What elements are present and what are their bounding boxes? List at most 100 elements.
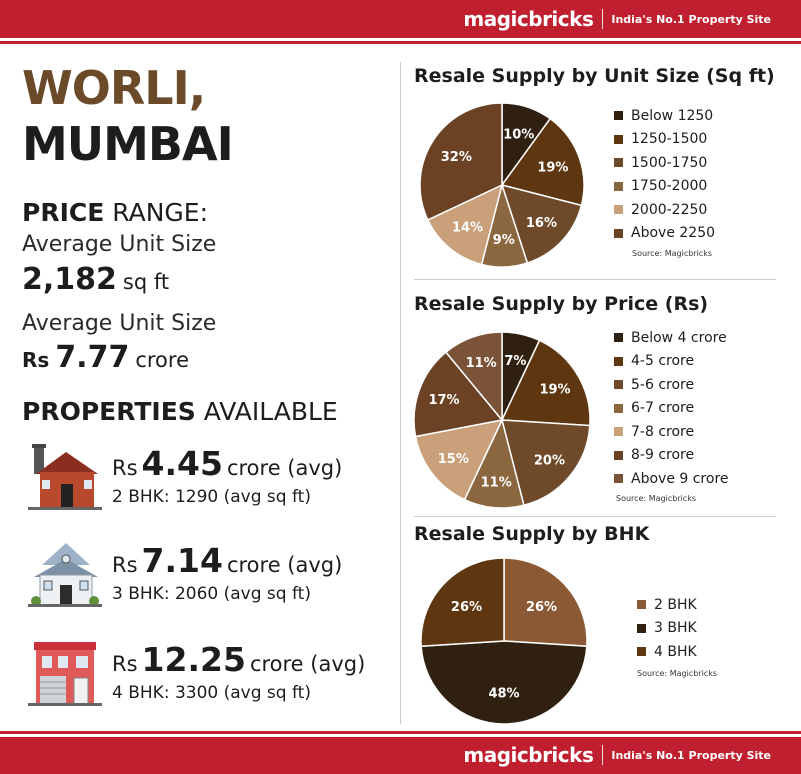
townhouse-icon — [28, 642, 102, 706]
legend-label: 3 BHK — [654, 620, 697, 637]
legend-label: 6-7 crore — [631, 400, 695, 417]
pie-data-label: 9% — [493, 233, 515, 248]
property-bhk: 4 BHK: 3300 (avg sq ft) — [112, 683, 311, 703]
legend-swatch — [637, 647, 646, 657]
header-bar — [0, 0, 801, 38]
pie-data-label: 26% — [451, 600, 482, 615]
legend-label: 1750-2000 — [631, 178, 708, 195]
pie-data-label: 11% — [466, 356, 497, 371]
pie-chart-unit-size: 10% 19% 16% 9% 14% 32% — [419, 102, 585, 268]
avg-size-value: 2,182 sq ft — [22, 262, 169, 297]
legend-swatch — [637, 600, 646, 610]
avg-price-unit: crore — [135, 348, 190, 372]
pie-data-label: 48% — [488, 686, 519, 701]
legend-item: 2 BHK — [637, 593, 697, 617]
pie-slice-above-2250 — [419, 102, 503, 221]
pie-slice-3-bhk — [420, 640, 588, 725]
brand-tagline: India's No.1 Property Site — [611, 748, 771, 762]
property-2bhk[interactable]: Rs 4.45 crore (avg) 2 BHK: 1290 (avg sq ft… — [28, 444, 388, 514]
footer-brand[interactable]: magicbricks India's No.1 Property Site — [463, 743, 771, 767]
property-3bhk[interactable]: Rs 7.14 crore (avg) 3 BHK: 2060 (avg sq ft… — [28, 541, 388, 611]
legend-swatch — [614, 333, 623, 343]
pie-data-label: 17% — [428, 393, 459, 408]
legend-label: 8-9 crore — [631, 447, 695, 464]
villa-house-icon — [28, 543, 102, 607]
legend-swatch — [614, 380, 623, 390]
legend-label: 5-6 crore — [631, 376, 695, 393]
footer-bar — [0, 737, 801, 774]
legend-swatch — [614, 111, 623, 121]
property-price: Rs 4.45 crore (avg) — [112, 444, 342, 483]
legend-swatch — [614, 474, 623, 484]
property-bhk: 3 BHK: 2060 (avg sq ft) — [112, 584, 311, 604]
price-suffix: crore (avg) — [226, 456, 343, 480]
section-divider — [414, 516, 776, 517]
pie-data-label: 20% — [534, 453, 565, 468]
avg-size-number: 2,182 — [22, 262, 117, 297]
header-brand[interactable]: magicbricks India's No.1 Property Site — [463, 7, 771, 31]
pie-data-label: 15% — [438, 452, 469, 467]
pie-slice-4-bhk — [420, 557, 505, 648]
pie-data-label: 14% — [452, 221, 483, 236]
chart-title-unit-size: Resale Supply by Unit Size (Sq ft) — [414, 65, 775, 87]
legend-item: Above 9 crore — [614, 467, 729, 491]
pie-data-label: 19% — [539, 383, 570, 398]
pie-slice-5-6-crore — [501, 419, 591, 507]
legend-item: 7-8 crore — [614, 420, 729, 444]
legend-item: 4-5 crore — [614, 350, 729, 374]
legend-label: 4-5 crore — [631, 353, 695, 370]
column-divider — [400, 62, 401, 724]
property-4bhk[interactable]: Rs 12.25 crore (avg) 4 BHK: 3300 (avg sq f… — [28, 640, 388, 710]
brand-separator — [602, 9, 604, 29]
legend-swatch — [614, 228, 623, 238]
pie-data-label: 10% — [503, 128, 534, 143]
property-price: Rs 7.14 crore (avg) — [112, 541, 342, 580]
legend-swatch — [614, 205, 623, 215]
pie-slice-8-9-crore — [413, 351, 504, 438]
price-prefix: Rs — [112, 652, 138, 676]
pie-data-label: 32% — [441, 150, 472, 165]
legend-item: 5-6 crore — [614, 373, 729, 397]
legend-label: 4 BHK — [654, 643, 697, 660]
legend-swatch — [614, 134, 623, 144]
legend-label: 7-8 crore — [631, 423, 695, 440]
pie-slice-2000-2250 — [426, 183, 504, 266]
avg-price-value: Rs 7.77 crore — [22, 340, 189, 375]
legend-label: 1500-1750 — [631, 154, 708, 171]
legend-label: Above 2250 — [631, 225, 716, 242]
pie-data-label: 16% — [526, 216, 557, 231]
properties-heading-rest: AVAILABLE — [195, 397, 338, 426]
source-note: Source: Magicbricks — [637, 669, 718, 678]
header-rule — [0, 41, 801, 44]
avg-size-label: Average Unit Size — [22, 232, 217, 257]
legend-swatch — [614, 181, 623, 191]
legend-item: 1750-2000 — [614, 175, 715, 199]
properties-heading-bold: PROPERTIES — [22, 397, 196, 426]
legend-swatch — [637, 623, 646, 633]
brand-logo: magicbricks — [463, 7, 594, 31]
legend-item: 6-7 crore — [614, 397, 729, 421]
pie-slice-1500-1750 — [500, 183, 583, 264]
brand-tagline: India's No.1 Property Site — [611, 12, 771, 26]
legend-unit-size: Below 1250 1250-1500 1500-1750 1750-2000 200… — [614, 104, 715, 245]
chart-title-price: Resale Supply by Price (Rs) — [414, 293, 709, 315]
property-price: Rs 12.25 crore (avg) — [112, 640, 365, 679]
legend-label: Below 4 crore — [631, 329, 727, 346]
legend-item: Above 2250 — [614, 222, 715, 246]
pie-data-label: 26% — [526, 600, 557, 615]
legend-label: Above 9 crore — [631, 470, 729, 487]
legend-item: 2000-2250 — [614, 198, 715, 222]
chart-title-bhk: Resale Supply by BHK — [414, 523, 650, 545]
legend-swatch — [614, 403, 623, 413]
property-bhk: 2 BHK: 1290 (avg sq ft) — [112, 487, 311, 507]
avg-price-prefix: Rs — [22, 348, 50, 372]
legend-item: 1250-1500 — [614, 128, 715, 152]
legend-price: Below 4 crore 4-5 crore 5-6 crore 6-7 crore… — [614, 326, 729, 491]
brand-logo: magicbricks — [463, 743, 594, 767]
price-value: 4.45 — [141, 444, 223, 483]
price-value: 7.14 — [141, 541, 223, 580]
pie-slice-7-8-crore — [414, 418, 504, 501]
price-range-heading-rest: RANGE: — [104, 198, 209, 227]
source-note: Source: Magicbricks — [632, 249, 713, 258]
pie-slice-1250-1500 — [500, 117, 585, 207]
